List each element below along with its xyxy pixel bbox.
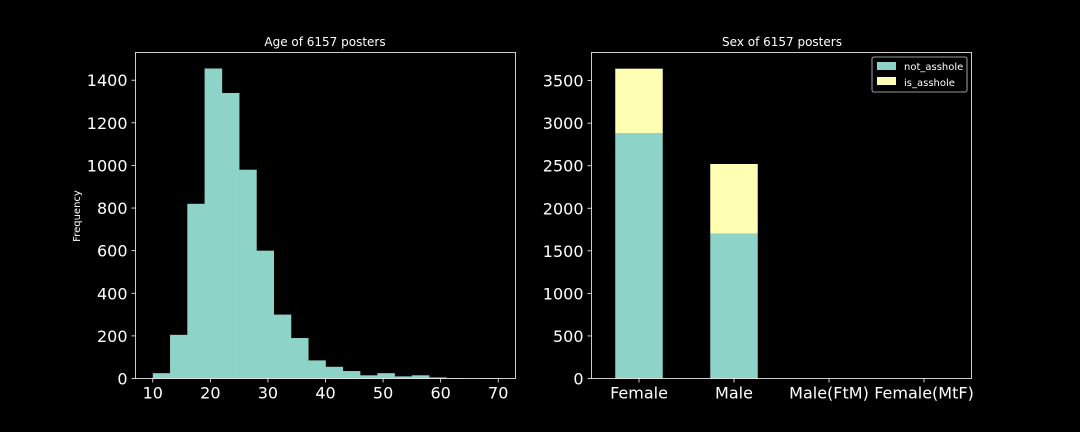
age-axes-frame (135, 52, 516, 379)
bar-female-is-asshole (615, 68, 663, 134)
y-tick-label-1400: 1400 (87, 71, 128, 90)
histogram-bar-55-58 (411, 375, 430, 379)
age-chart-title: Age of 6157 posters (264, 35, 385, 49)
category-tick-label: Female(MtF) (874, 384, 974, 403)
x-tick-label-70: 70 (488, 384, 508, 403)
histogram-bar-49-52 (377, 373, 395, 379)
histogram-bar-46-49 (360, 375, 378, 379)
sex-stacked-bars (615, 68, 758, 379)
histogram-bar-10-13 (152, 373, 171, 379)
sex-legend: not_asshole is_asshole (871, 56, 968, 93)
legend-label-is-asshole: is_asshole (904, 78, 955, 89)
histogram-bar-16-19 (187, 203, 205, 379)
age-histogram-bars (152, 68, 499, 379)
x-tick-label-20: 20 (200, 384, 220, 403)
age-axis-ticks: 10 20 30 40 50 60 70 0 200 400 600 800 1000 1200 1400 (87, 71, 509, 402)
y-tick-label-500: 500 (553, 327, 584, 346)
y-tick-label-3500: 3500 (543, 72, 584, 91)
histogram-bar-19-22 (204, 68, 223, 379)
x-tick-label-50: 50 (373, 384, 393, 403)
legend-swatch-not-asshole (877, 62, 896, 70)
y-tick-label-400: 400 (97, 284, 128, 303)
age-histogram-axes: Age of 6157 posters Frequency 10 20 30 40 50… (72, 35, 516, 403)
y-tick-label-0: 0 (117, 370, 127, 389)
x-tick-label-10: 10 (143, 384, 163, 403)
category-tick-label: Male(FtM) (789, 384, 869, 403)
histogram-bar-31-34 (273, 314, 292, 379)
histogram-bar-37-40 (308, 360, 326, 379)
sex-chart-title: Sex of 6157 posters (722, 35, 842, 49)
x-tick-label-60: 60 (430, 384, 450, 403)
histogram-bar-22-25 (221, 92, 240, 379)
sex-axis-ticks: Female Male Male(FtM) Female(MtF) 0 500 1000 15… (543, 72, 974, 403)
y-tick-label-2000: 2000 (543, 199, 584, 218)
legend-swatch-is-asshole (877, 77, 896, 85)
sex-stacked-bar-axes: Sex of 6157 posters Female Male Male(FtM) F… (543, 35, 974, 403)
y-tick-label-800: 800 (97, 199, 128, 218)
x-tick-label-40: 40 (315, 384, 335, 403)
histogram-bar-58-61 (429, 377, 447, 379)
bar-female-not-asshole (615, 133, 663, 379)
histogram-bar-13-16 (170, 334, 188, 379)
y-tick-label-3000: 3000 (543, 114, 584, 133)
histogram-bar-40-43 (325, 366, 344, 379)
age-y-axis-label: Frequency (72, 190, 83, 242)
x-tick-label-30: 30 (258, 384, 278, 403)
bar-male-is-asshole (710, 164, 758, 234)
histogram-bar-34-37 (290, 338, 309, 379)
y-tick-label-600: 600 (97, 242, 128, 261)
histogram-bar-28-31 (256, 250, 274, 379)
y-tick-label-200: 200 (97, 327, 128, 346)
y-tick-label-1000: 1000 (543, 284, 584, 303)
category-tick-label: Male (715, 384, 753, 403)
bar-male-not-asshole (710, 233, 758, 379)
y-tick-label-1000: 1000 (87, 156, 128, 175)
y-tick-label-0: 0 (573, 370, 583, 389)
sex-axes-frame (591, 52, 972, 379)
histogram-bar-25-28 (239, 169, 257, 379)
category-tick-label: Female (610, 384, 668, 403)
y-tick-label-2500: 2500 (543, 157, 584, 176)
histogram-bar-52-55 (394, 376, 413, 379)
y-tick-label-1500: 1500 (543, 242, 584, 261)
legend-label-not-asshole: not_asshole (904, 62, 963, 73)
y-tick-label-1200: 1200 (87, 114, 128, 133)
histogram-bar-43-46 (342, 371, 361, 379)
